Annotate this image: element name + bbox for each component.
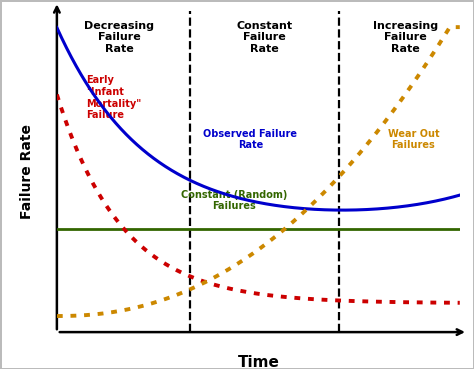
Text: Constant
Failure
Rate: Constant Failure Rate (237, 21, 292, 54)
Text: Failure Rate: Failure Rate (19, 124, 34, 219)
Text: Observed Failure
Rate: Observed Failure Rate (203, 129, 297, 150)
Text: Wear Out
Failures: Wear Out Failures (388, 129, 439, 150)
Text: Decreasing
Failure
Rate: Decreasing Failure Rate (84, 21, 155, 54)
Text: Time: Time (237, 355, 279, 369)
Text: Increasing
Failure
Rate: Increasing Failure Rate (373, 21, 438, 54)
Text: Early
"Infant
Mortality"
Failure: Early "Infant Mortality" Failure (86, 75, 141, 120)
Text: Constant (Random)
Failures: Constant (Random) Failures (181, 190, 287, 211)
